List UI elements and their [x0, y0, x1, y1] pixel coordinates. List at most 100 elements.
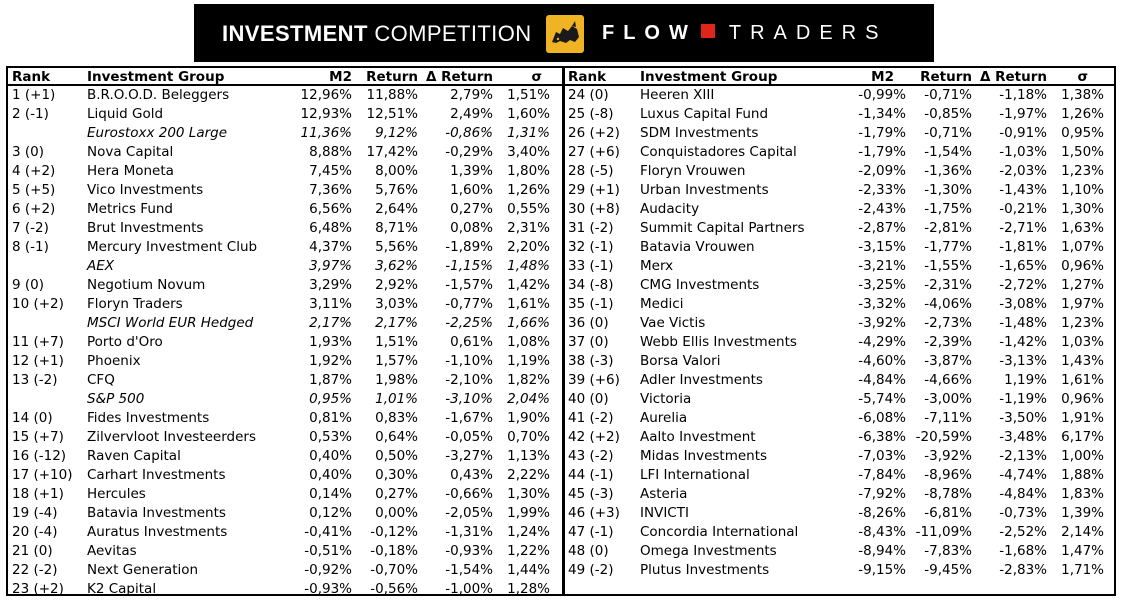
cell-m2: -3,92%: [858, 315, 906, 331]
cell-return: 17,42%: [366, 144, 418, 160]
cell-return: -1,75%: [924, 201, 972, 217]
cell-return: -1,54%: [924, 144, 972, 160]
cell-m2: 12,93%: [300, 106, 352, 122]
cell-delta-return: -4,74%: [999, 467, 1047, 483]
cell-delta-return: -1,89%: [445, 239, 493, 255]
cell-return: 0,27%: [375, 486, 418, 502]
cell-return: -3,87%: [924, 353, 972, 369]
table-row: 44 (-1) LFI International -7,84% -8,96% -4,7…: [566, 466, 1114, 485]
cell-sigma: 1,22%: [507, 543, 550, 559]
table-row: 11 (+7) Porto d'Oro 1,93% 1,51% 0,61% 1,08%: [10, 333, 560, 352]
cell-delta-return: 0,27%: [450, 201, 493, 217]
benchmark-row: Eurostoxx 200 Large 11,36% 9,12% -0,86% 1,31…: [10, 124, 560, 143]
cell-m2: -9,15%: [858, 562, 906, 578]
cell-group: Mercury Investment Club: [87, 239, 258, 255]
cell-sigma: 1,47%: [1061, 543, 1104, 559]
cell-m2: 3,11%: [309, 296, 352, 312]
cell-sigma: 1,44%: [507, 562, 550, 578]
cell-return: -0,71%: [924, 125, 972, 141]
cell-m2: -2,33%: [858, 182, 906, 198]
table-row: 36 (0) Vae Victis -3,92% -2,73% -1,48% 1,23%: [566, 314, 1114, 333]
cell-group: Liquid Gold: [87, 106, 164, 122]
cell-delta-return: -1,42%: [999, 334, 1047, 350]
cell-rank: 13 (-2): [12, 372, 58, 388]
cell-return: -7,11%: [924, 410, 972, 426]
cell-delta-return: 1,39%: [450, 163, 493, 179]
cell-group: Auratus Investments: [87, 524, 228, 540]
table-row: 1 (+1) B.R.O.O.D. Beleggers 12,96% 11,88% 2,…: [10, 86, 560, 105]
col-header-m2: M2: [871, 69, 894, 85]
table-row: 29 (+1) Urban Investments -2,33% -1,30% -1,4…: [566, 181, 1114, 200]
cell-m2: -2,43%: [858, 201, 906, 217]
cell-group: Floryn Vrouwen: [640, 163, 746, 179]
cell-rank: 49 (-2): [568, 562, 614, 578]
cell-m2: -8,94%: [858, 543, 906, 559]
cell-rank: 28 (-5): [568, 163, 614, 179]
cell-return: 1,57%: [375, 353, 418, 369]
benchmark-row: S&P 500 0,95% 1,01% -3,10% 2,04%: [10, 390, 560, 409]
benchmark-row: MSCI World EUR Hedged 2,17% 2,17% -2,25% 1,6…: [10, 314, 560, 333]
cell-rank: 9 (0): [12, 277, 45, 293]
cell-delta-return: -1,54%: [445, 562, 493, 578]
cell-rank: 19 (-4): [12, 505, 58, 521]
cell-sigma: 1,24%: [507, 524, 550, 540]
cell-m2: -0,93%: [304, 581, 352, 597]
cell-delta-return: 0,61%: [450, 334, 493, 350]
cell-m2: -3,25%: [858, 277, 906, 293]
brand-wordmark: FLOW TRADERS: [602, 22, 887, 45]
cell-m2: 0,12%: [309, 505, 352, 521]
cell-delta-return: -3,10%: [445, 391, 493, 407]
cell-m2: -7,92%: [858, 486, 906, 502]
cell-return: -0,70%: [370, 562, 418, 578]
cell-rank: 31 (-2): [568, 220, 614, 236]
cell-return: -0,12%: [370, 524, 418, 540]
cell-rank: 12 (+1): [12, 353, 64, 369]
cell-sigma: 1,42%: [507, 277, 550, 293]
col-header-group: Investment Group: [87, 69, 225, 85]
cell-m2: 12,96%: [300, 87, 352, 103]
table-row: 26 (+2) SDM Investments -1,79% -0,71% -0,91%…: [566, 124, 1114, 143]
cell-return: -4,06%: [924, 296, 972, 312]
cell-sigma: 1,31%: [507, 125, 550, 141]
table-row: 16 (-12) Raven Capital 0,40% 0,50% -3,27% 1,1…: [10, 447, 560, 466]
cell-group: Webb Ellis Investments: [640, 334, 797, 350]
cell-sigma: 1,23%: [1061, 163, 1104, 179]
cell-sigma: 1,39%: [1061, 505, 1104, 521]
cell-m2: -4,84%: [858, 372, 906, 388]
table-row: 21 (0) Aevitas -0,51% -0,18% -0,93% 1,22%: [10, 542, 560, 561]
cell-group: MSCI World EUR Hedged: [87, 315, 254, 331]
cell-group: Heeren XIII: [640, 87, 715, 103]
cell-m2: 2,17%: [309, 315, 352, 331]
cell-return: 2,92%: [375, 277, 418, 293]
cell-group: Phoenix: [87, 353, 141, 369]
table-row: 28 (-5) Floryn Vrouwen -2,09% -1,36% -2,03% 1…: [566, 162, 1114, 181]
cell-group: Fides Investments: [87, 410, 210, 426]
cell-m2: 0,95%: [309, 391, 352, 407]
table-row: 45 (-3) Asteria -7,92% -8,78% -4,84% 1,83%: [566, 485, 1114, 504]
ranking-table-frame: [6, 66, 1116, 596]
cell-sigma: 1,30%: [1061, 201, 1104, 217]
cell-delta-return: -0,86%: [445, 125, 493, 141]
ranking-table-left: Rank Investment Group M2 Return Δ Return…: [10, 68, 560, 599]
cell-return: 0,30%: [375, 467, 418, 483]
cell-m2: -0,92%: [304, 562, 352, 578]
cell-sigma: 2,04%: [507, 391, 550, 407]
cell-return: 3,62%: [375, 258, 418, 274]
cell-group: Next Generation: [87, 562, 199, 578]
cell-delta-return: -2,52%: [999, 524, 1047, 540]
cell-return: 9,12%: [375, 125, 418, 141]
cell-m2: -1,79%: [858, 144, 906, 160]
cell-sigma: 0,70%: [507, 429, 550, 445]
column-divider: [562, 66, 565, 596]
cell-sigma: 1,90%: [507, 410, 550, 426]
cell-m2: -2,09%: [858, 163, 906, 179]
cell-rank: 35 (-1): [568, 296, 614, 312]
cell-delta-return: -3,50%: [999, 410, 1047, 426]
cell-return: 0,83%: [375, 410, 418, 426]
cell-group: Medici: [640, 296, 684, 312]
cell-group: Summit Capital Partners: [640, 220, 805, 236]
table-row: 43 (-2) Midas Investments -7,03% -3,92% -2,1…: [566, 447, 1114, 466]
cell-group: INVICTI: [640, 505, 689, 521]
cell-rank: 27 (+6): [568, 144, 620, 160]
cell-return: -8,96%: [924, 467, 972, 483]
